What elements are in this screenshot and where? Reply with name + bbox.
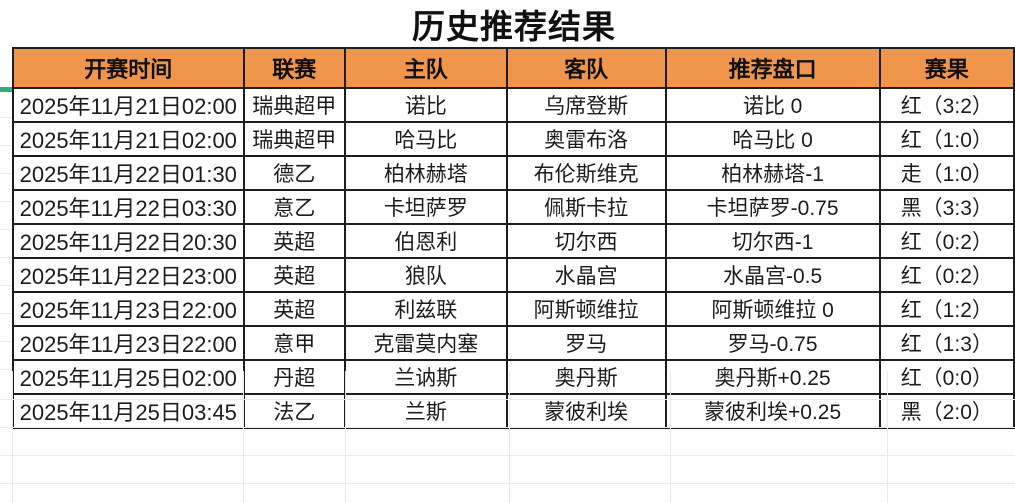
column-header-result[interactable]: 赛果 (878, 47, 1015, 89)
cell-result[interactable]: 红（0:2） (878, 223, 1015, 259)
sheet-title[interactable]: 历史推荐结果 (412, 7, 616, 45)
table-row: 2025年11月22日03:30 意乙 卡坦萨罗 佩斯卡拉 卡坦萨罗-0.75 … (12, 189, 1015, 225)
cell-away-team[interactable]: 切尔西 (505, 223, 667, 259)
cell-home-team[interactable]: 诺比 (343, 87, 508, 123)
cell-kickoff-time[interactable]: 2025年11月21日02:00 (12, 121, 245, 157)
cell-kickoff-time[interactable]: 2025年11月23日22:00 (12, 325, 245, 361)
cell-result[interactable]: 红（1:3） (878, 325, 1015, 361)
cell-league[interactable]: 意乙 (242, 189, 346, 225)
cell-away-team[interactable]: 奥雷布洛 (505, 121, 667, 157)
cell-handicap[interactable]: 哈马比 0 (664, 121, 881, 157)
cell-handicap[interactable]: 卡坦萨罗-0.75 (664, 189, 881, 225)
cell-home-team[interactable]: 利兹联 (343, 291, 508, 327)
cell-kickoff-time[interactable]: 2025年11月22日01:30 (12, 155, 245, 191)
cell-handicap[interactable]: 水晶宫-0.5 (664, 257, 881, 293)
cell-league[interactable]: 英超 (242, 257, 346, 293)
cell-home-team[interactable]: 克雷莫内塞 (343, 325, 508, 361)
table-row: 2025年11月21日02:00 瑞典超甲 哈马比 奥雷布洛 哈马比 0 红（1… (12, 121, 1015, 157)
cell-home-team[interactable]: 狼队 (343, 257, 508, 293)
column-header-handicap[interactable]: 推荐盘口 (664, 47, 881, 89)
column-header-kickoff-time[interactable]: 开赛时间 (12, 47, 245, 89)
empty-cells-grid[interactable] (0, 371, 1015, 503)
freeze-pane-marker (0, 87, 13, 92)
cell-handicap[interactable]: 切尔西-1 (664, 223, 881, 259)
cell-away-team[interactable]: 阿斯顿维拉 (505, 291, 667, 327)
cell-kickoff-time[interactable]: 2025年11月23日22:00 (12, 291, 245, 327)
cell-handicap[interactable]: 阿斯顿维拉 0 (664, 291, 881, 327)
table-row: 2025年11月22日23:00 英超 狼队 水晶宫 水晶宫-0.5 红（0:2… (12, 257, 1015, 293)
table-row: 2025年11月23日22:00 意甲 克雷莫内塞 罗马 罗马-0.75 红（1… (12, 325, 1015, 361)
table-row: 2025年11月23日22:00 英超 利兹联 阿斯顿维拉 阿斯顿维拉 0 红（… (12, 291, 1015, 327)
cell-league[interactable]: 英超 (242, 291, 346, 327)
table-row: 2025年11月22日20:30 英超 伯恩利 切尔西 切尔西-1 红（0:2） (12, 223, 1015, 259)
cell-away-team[interactable]: 佩斯卡拉 (505, 189, 667, 225)
cell-away-team[interactable]: 罗马 (505, 325, 667, 361)
cell-handicap[interactable]: 诺比 0 (664, 87, 881, 123)
cell-away-team[interactable]: 乌席登斯 (505, 87, 667, 123)
header-row: 开赛时间 联赛 主队 客队 推荐盘口 赛果 (12, 47, 1015, 89)
table-row: 2025年11月21日02:00 瑞典超甲 诺比 乌席登斯 诺比 0 红（3:2… (12, 87, 1015, 123)
cell-away-team[interactable]: 水晶宫 (505, 257, 667, 293)
cell-league[interactable]: 英超 (242, 223, 346, 259)
cell-home-team[interactable]: 哈马比 (343, 121, 508, 157)
column-header-home-team[interactable]: 主队 (343, 47, 508, 89)
cell-away-team[interactable]: 布伦斯维克 (505, 155, 667, 191)
cell-result[interactable]: 红（3:2） (878, 87, 1015, 123)
cell-league[interactable]: 意甲 (242, 325, 346, 361)
cell-kickoff-time[interactable]: 2025年11月22日03:30 (12, 189, 245, 225)
table-row: 2025年11月22日01:30 德乙 柏林赫塔 布伦斯维克 柏林赫塔-1 走（… (12, 155, 1015, 191)
cell-league[interactable]: 瑞典超甲 (242, 121, 346, 157)
cell-kickoff-time[interactable]: 2025年11月21日02:00 (12, 87, 245, 123)
cell-result[interactable]: 红（0:2） (878, 257, 1015, 293)
cell-handicap[interactable]: 柏林赫塔-1 (664, 155, 881, 191)
cell-home-team[interactable]: 卡坦萨罗 (343, 189, 508, 225)
cell-handicap[interactable]: 罗马-0.75 (664, 325, 881, 361)
cell-result[interactable]: 红（1:0） (878, 121, 1015, 157)
cell-home-team[interactable]: 伯恩利 (343, 223, 508, 259)
cell-result[interactable]: 红（1:2） (878, 291, 1015, 327)
cell-league[interactable]: 瑞典超甲 (242, 87, 346, 123)
cell-result[interactable]: 黑（3:3） (878, 189, 1015, 225)
column-header-away-team[interactable]: 客队 (505, 47, 667, 89)
cell-league[interactable]: 德乙 (242, 155, 346, 191)
left-gridline-sliver (0, 90, 12, 371)
cell-kickoff-time[interactable]: 2025年11月22日23:00 (12, 257, 245, 293)
cell-kickoff-time[interactable]: 2025年11月22日20:30 (12, 223, 245, 259)
cell-result[interactable]: 走（1:0） (878, 155, 1015, 191)
cell-home-team[interactable]: 柏林赫塔 (343, 155, 508, 191)
column-header-league[interactable]: 联赛 (242, 47, 346, 89)
